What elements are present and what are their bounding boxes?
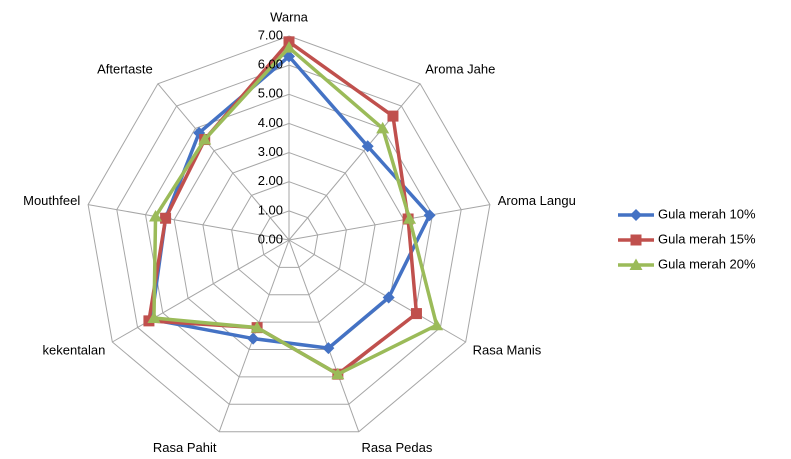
legend-marker [629, 258, 643, 270]
series-line [152, 45, 439, 376]
grid-line [87, 35, 491, 433]
tick-label: 5.00 [258, 86, 283, 101]
legend-marker [630, 234, 642, 246]
data-point [376, 121, 390, 134]
tick-label: 2.00 [258, 173, 283, 188]
axis-line [288, 83, 421, 241]
category-label: Warna [270, 9, 309, 24]
data-point [630, 209, 642, 221]
tick-label: 3.00 [258, 144, 283, 159]
tick-label: 1.00 [258, 202, 283, 217]
data-point [149, 209, 163, 222]
category-label: Aftertaste [97, 61, 153, 76]
data-point [198, 133, 212, 145]
data-point [403, 212, 417, 224]
data-point [322, 342, 335, 355]
category-label: Aroma Jahe [425, 61, 495, 76]
grid-line [259, 210, 319, 268]
axis-line [288, 204, 490, 241]
category-label: Mouthfeel [23, 193, 80, 208]
category-label: Rasa Manis [473, 342, 542, 357]
axis-line [112, 239, 290, 343]
category-label: Aroma Langu [498, 193, 576, 208]
legend-label: Gula merah 10% [658, 206, 756, 221]
category-label: Rasa Pedas [362, 440, 433, 454]
legend-label: Gula merah 20% [658, 256, 756, 271]
tick-label: 0.00 [258, 231, 283, 246]
data-point [630, 234, 642, 246]
legend-marker [630, 209, 642, 221]
data-point [423, 209, 436, 222]
data-point [382, 291, 395, 304]
grid-line [116, 64, 462, 405]
legend-label: Gula merah 15% [658, 231, 756, 246]
data-point [410, 308, 422, 320]
data-point [361, 140, 374, 153]
tick-label: 7.00 [258, 27, 283, 42]
category-label: Rasa Pahit [153, 440, 217, 454]
data-point [430, 318, 444, 331]
axis-line [157, 83, 290, 241]
tick-label: 4.00 [258, 115, 283, 130]
grid-line [144, 93, 434, 378]
data-point [147, 311, 161, 323]
tick-label: 6.00 [258, 57, 283, 72]
grid-line [231, 181, 347, 296]
grid-line [173, 122, 405, 351]
category-label: kekentalan [43, 342, 106, 357]
axis-line [88, 204, 290, 241]
data-point [160, 212, 172, 224]
grid-line [202, 152, 376, 323]
axis-line [288, 239, 360, 432]
data-point [247, 332, 260, 345]
data-point [629, 258, 643, 270]
data-point [282, 41, 296, 53]
data-point [331, 367, 345, 380]
data-point [387, 110, 399, 122]
data-point [250, 321, 264, 333]
